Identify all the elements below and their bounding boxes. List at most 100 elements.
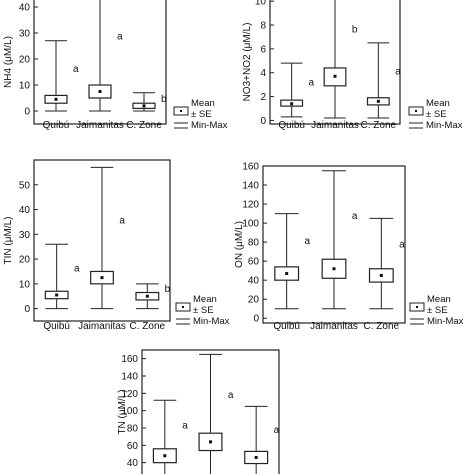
y-tick-label: 10 bbox=[255, 0, 267, 8]
category-label: C. Zone bbox=[126, 120, 162, 131]
y-tick-label: 40 bbox=[127, 458, 139, 469]
y-axis-label: NH4 (μM/L) bbox=[3, 36, 14, 88]
y-tick-label: 20 bbox=[19, 55, 31, 66]
y-tick-label: 140 bbox=[121, 372, 138, 383]
y-tick-label: 10 bbox=[19, 81, 31, 92]
y-tick-label: 120 bbox=[242, 200, 259, 211]
y-tick-label: 10 bbox=[19, 279, 31, 290]
mean-point bbox=[55, 293, 59, 297]
y-tick-label: 160 bbox=[242, 162, 259, 173]
y-tick-label: 0 bbox=[253, 314, 259, 325]
mean-point bbox=[209, 440, 212, 444]
legend-mean-point bbox=[416, 306, 418, 308]
mean-point bbox=[254, 455, 258, 459]
category-label: Jaimanitas bbox=[76, 120, 124, 131]
mean-point bbox=[376, 99, 380, 103]
y-axis-label: TIN (μM/L) bbox=[3, 217, 14, 265]
significance-letter: b bbox=[352, 25, 358, 36]
legend-mean-label: Mean bbox=[193, 294, 217, 305]
legend-minmax-label: Min-Max bbox=[191, 120, 228, 131]
y-tick-label: 40 bbox=[19, 205, 31, 216]
legend-se-label: ± SE bbox=[193, 305, 214, 316]
legend-se-label: ± SE bbox=[191, 109, 212, 120]
category-label: C. Zone bbox=[361, 120, 397, 131]
y-tick-label: 30 bbox=[19, 29, 31, 40]
y-tick-label: 0 bbox=[260, 116, 266, 127]
significance-letter: a bbox=[274, 425, 280, 436]
category-label: Quibú bbox=[43, 321, 70, 332]
panel-1: 0 10 20 30 40 NH4 (μM/L) a Quibú a Jaimanitas b C. … bbox=[3, 0, 228, 131]
y-tick-label: 0 bbox=[24, 304, 30, 315]
significance-letter: a bbox=[74, 264, 80, 275]
mean-point bbox=[333, 74, 337, 78]
y-tick-label: 20 bbox=[19, 255, 31, 266]
legend-mean-point bbox=[180, 110, 182, 112]
significance-letter: a bbox=[395, 66, 401, 77]
significance-letter: a bbox=[352, 211, 358, 222]
y-axis-label: ON (μM/L) bbox=[234, 221, 245, 268]
y-tick-label: 4 bbox=[260, 68, 266, 79]
mean-point bbox=[145, 294, 149, 298]
legend-mean-point bbox=[182, 306, 184, 308]
plot-frame bbox=[269, 0, 401, 125]
significance-letter: b bbox=[165, 284, 171, 295]
category-label: Quibú bbox=[273, 321, 300, 332]
y-tick-label: 40 bbox=[19, 3, 31, 14]
mean-point bbox=[100, 276, 104, 280]
y-tick-label: 20 bbox=[248, 295, 260, 306]
category-label: Quibú bbox=[43, 120, 70, 131]
panel-2: 0 2 4 6 8 10 NO3+NO2 (μM/L) a Quibú b Jaimanitas a C… bbox=[242, 0, 463, 131]
legend-se-label: ± SE bbox=[427, 305, 448, 316]
y-tick-label: 100 bbox=[242, 219, 259, 230]
significance-letter: a bbox=[117, 32, 123, 43]
significance-letter: a bbox=[119, 215, 125, 226]
significance-letter: a bbox=[228, 390, 234, 401]
y-tick-label: 80 bbox=[127, 424, 139, 435]
category-label: Jaimanitas bbox=[78, 321, 126, 332]
panel-5: 40 60 80 100 120 140 160 TN (μM/L) a a a bbox=[117, 349, 280, 474]
y-tick-label: 40 bbox=[248, 276, 260, 287]
y-tick-label: 0 bbox=[24, 107, 30, 118]
legend-se-label: ± SE bbox=[426, 109, 447, 120]
mean-point bbox=[379, 273, 383, 277]
y-tick-label: 120 bbox=[121, 389, 138, 400]
y-tick-label: 100 bbox=[121, 406, 138, 417]
mean-point bbox=[290, 102, 294, 106]
legend-mean-label: Mean bbox=[426, 98, 450, 109]
legend-mean-point bbox=[415, 110, 417, 112]
y-tick-label: 80 bbox=[248, 238, 260, 249]
category-label: Jaimanitas bbox=[311, 120, 359, 131]
y-tick-label: 30 bbox=[19, 230, 31, 241]
mean-point bbox=[142, 104, 146, 108]
y-axis-label: TN (μM/L) bbox=[117, 389, 128, 434]
legend-minmax-label: Min-Max bbox=[426, 120, 463, 131]
panel-4: 0 20 40 60 80 100 120 140 160 ON (μM/L) a Quibú a Jai… bbox=[234, 162, 464, 333]
mean-point bbox=[54, 97, 58, 101]
category-label: Jaimanitas bbox=[310, 321, 358, 332]
y-tick-label: 8 bbox=[260, 21, 266, 32]
significance-letter: a bbox=[73, 64, 79, 75]
legend-minmax-label: Min-Max bbox=[427, 316, 464, 327]
significance-letter: a bbox=[309, 78, 315, 89]
mean-point bbox=[98, 90, 102, 93]
y-tick-label: 2 bbox=[260, 92, 266, 103]
y-tick-label: 140 bbox=[242, 181, 259, 192]
y-tick-label: 6 bbox=[260, 44, 266, 55]
y-tick-label: 60 bbox=[248, 257, 260, 268]
legend-minmax-label: Min-Max bbox=[193, 316, 230, 327]
category-label: C. Zone bbox=[364, 321, 400, 332]
mean-point bbox=[332, 267, 336, 271]
legend-mean-label: Mean bbox=[191, 98, 215, 109]
legend-mean-label: Mean bbox=[427, 294, 451, 305]
mean-point bbox=[163, 454, 167, 458]
mean-point bbox=[285, 272, 289, 276]
y-tick-label: 160 bbox=[121, 354, 138, 365]
plot-frame bbox=[262, 165, 406, 324]
significance-letter: a bbox=[305, 236, 311, 247]
significance-letter: a bbox=[182, 421, 188, 432]
plot-frame bbox=[141, 349, 280, 474]
